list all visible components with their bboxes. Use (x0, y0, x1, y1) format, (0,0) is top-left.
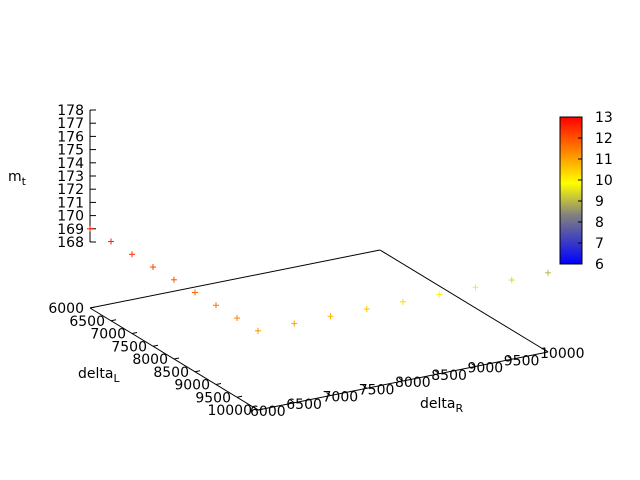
x-tick-mark (398, 377, 404, 382)
y-tick-label: 10000 (207, 403, 252, 419)
data-point (129, 251, 135, 258)
colorbar-tick-label: 12 (595, 131, 613, 147)
z-tick-label: 174 (57, 156, 84, 172)
y-tick-mark (215, 383, 222, 385)
data-point (400, 298, 406, 305)
z-tick-label: 169 (57, 222, 84, 238)
data-point (150, 264, 156, 271)
x-tick-mark (543, 348, 549, 353)
x-tick-label: 7500 (359, 382, 395, 398)
z-axis-label: mt (8, 169, 27, 188)
y-axis-label: deltaL (78, 366, 120, 385)
y-tick-label: 7500 (111, 339, 147, 355)
y-tick-label: 8000 (132, 352, 168, 368)
x-tick-mark (507, 355, 513, 360)
y-tick-mark (131, 332, 138, 334)
colorbar-tick-label: 6 (595, 257, 604, 273)
y-tick-label: 9000 (174, 378, 210, 394)
data-point (213, 302, 219, 309)
colorbar-tick-label: 13 (595, 110, 613, 126)
z-tick-label: 173 (57, 169, 84, 185)
data-point (545, 269, 551, 276)
z-tick-label: 170 (57, 209, 84, 225)
y-tick-mark (110, 319, 117, 322)
colorbar-tick-label: 11 (595, 152, 613, 168)
colorbar: 6 7 8 9 10 11 12 13 (559, 110, 613, 273)
y-tick-label: 7000 (90, 327, 126, 343)
data-point (87, 225, 93, 232)
z-tick-label: 177 (57, 116, 84, 132)
x-tick-label: 9500 (504, 353, 540, 369)
x-tick-label: 7000 (323, 390, 359, 406)
data-point (255, 327, 261, 334)
colorbar-gradient (559, 116, 583, 265)
y-tick-mark (173, 357, 180, 360)
y-tick-mark (89, 306, 96, 309)
colorbar-ticks: 6 7 8 9 10 11 12 13 (578, 110, 613, 273)
z-tick-label: 172 (57, 182, 84, 198)
y-tick-mark (152, 344, 159, 347)
x-tick-label: 8500 (431, 368, 467, 384)
y-tick-label: 8500 (153, 365, 189, 381)
colorbar-tick-label: 9 (595, 194, 604, 210)
x-tick-mark (362, 384, 368, 389)
z-tick-label: 171 (57, 195, 84, 211)
frame-back-right-edge (379, 249, 549, 353)
x-tick-mark (253, 406, 259, 411)
data-point (508, 277, 515, 284)
axis-ticks: 1681691701711721731741751761771786000650… (48, 103, 584, 420)
z-tick-label: 168 (57, 235, 84, 251)
data-point (327, 313, 334, 320)
z-tick-label: 176 (57, 129, 84, 145)
x-tick-mark (434, 370, 440, 375)
x-tick-label: 10000 (540, 346, 585, 362)
x-tick-label: 8000 (395, 375, 431, 391)
x-tick-label: 6000 (250, 404, 286, 420)
data-point (234, 315, 240, 322)
x-tick-mark (326, 392, 331, 396)
colorbar-tick-label: 10 (595, 173, 613, 189)
x-tick-mark (289, 399, 295, 404)
data-point (363, 306, 370, 313)
y-tick-label: 9500 (195, 390, 231, 406)
y-tick-mark (257, 408, 264, 411)
x-tick-label: 6500 (286, 397, 322, 413)
data-point (472, 284, 479, 291)
x-tick-mark (471, 363, 476, 367)
frame-back-left-edge (89, 249, 381, 309)
data-point (291, 320, 298, 327)
y-tick-mark (194, 370, 201, 373)
colorbar-tick-label: 7 (595, 236, 604, 252)
z-tick-label: 175 (57, 143, 84, 159)
data-points (87, 225, 551, 334)
z-tick-label: 178 (57, 103, 84, 119)
y-tick-label: 6500 (69, 314, 105, 330)
data-point (171, 276, 177, 283)
colorbar-tick-label: 8 (595, 215, 604, 231)
x-tick-label: 9000 (468, 361, 504, 377)
data-point (436, 291, 443, 298)
data-point (192, 289, 198, 296)
x-axis-label: deltaR (420, 396, 463, 415)
y-tick-mark (236, 395, 243, 398)
data-point (108, 238, 114, 245)
y-tick-label: 6000 (48, 301, 84, 317)
